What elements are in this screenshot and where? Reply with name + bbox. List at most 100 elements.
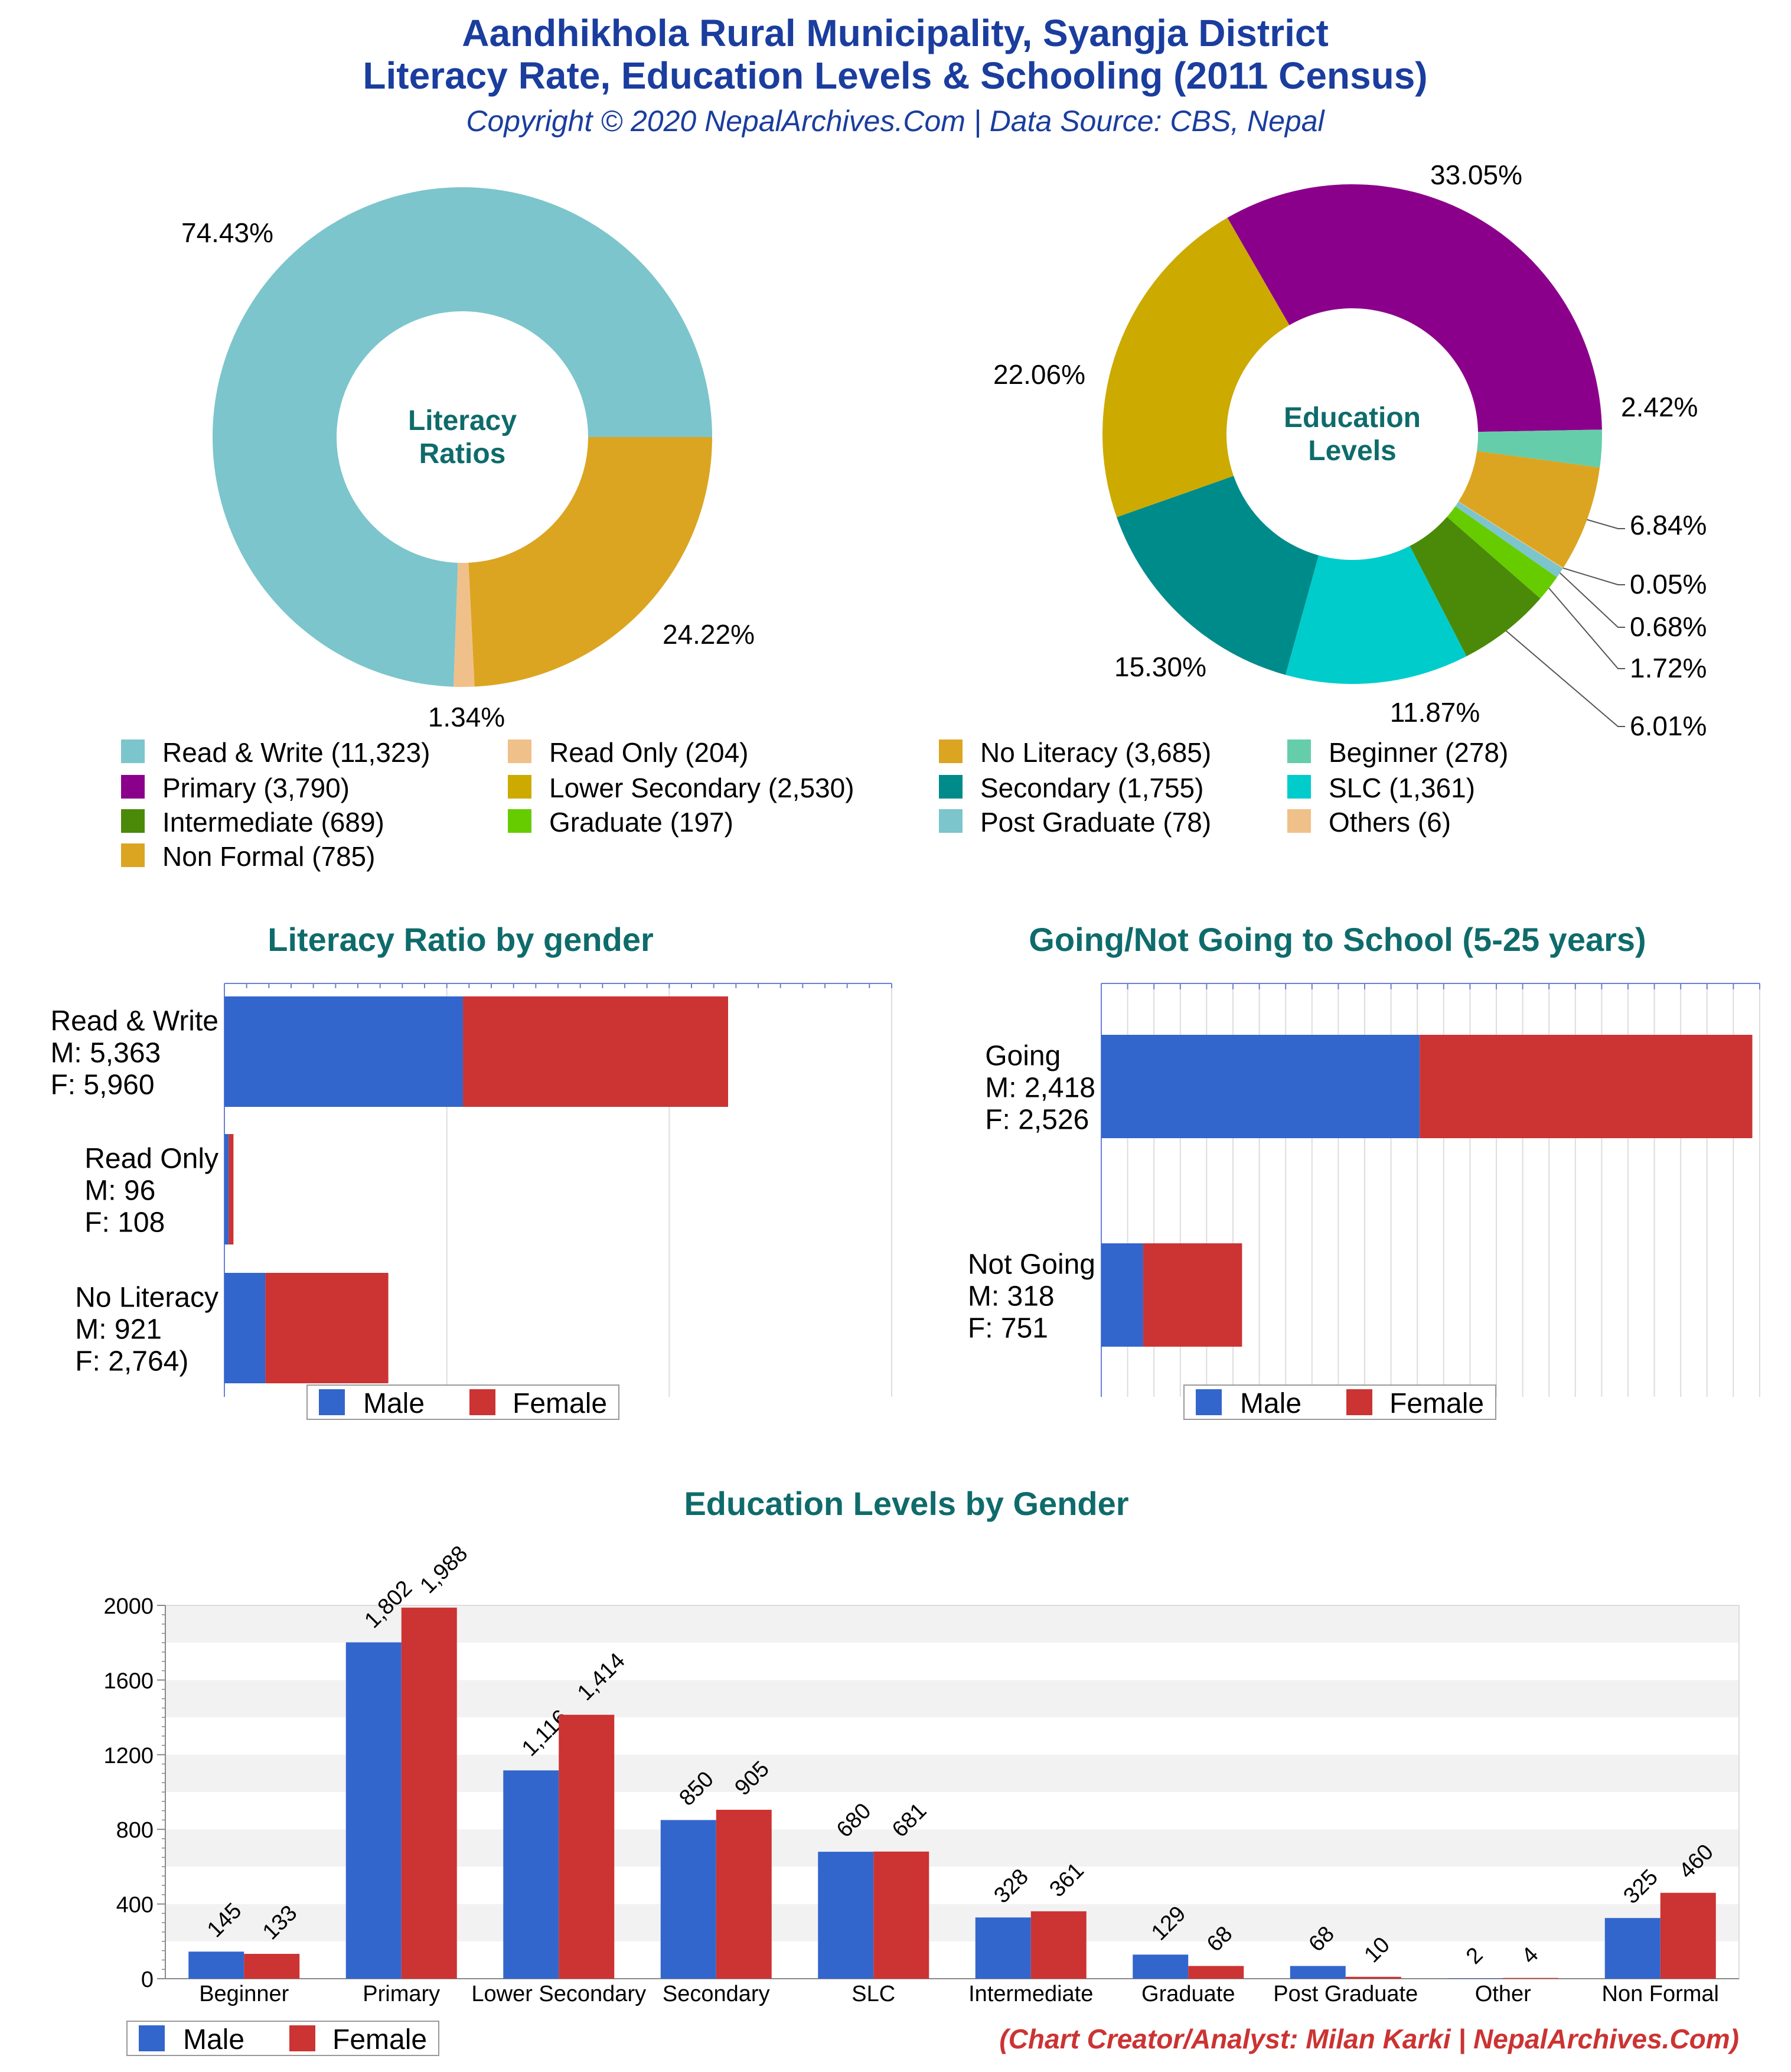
bar-male	[188, 1952, 244, 1979]
bar-female	[559, 1715, 615, 1979]
legend-label-female: Female	[513, 1388, 607, 1419]
leader-line	[1548, 588, 1625, 669]
donut-slice-primary	[1227, 184, 1602, 432]
bar-female	[229, 1134, 234, 1244]
x-tick-label: Post Graduate	[1273, 1982, 1418, 2006]
x-tick-label: Non Formal	[1602, 1982, 1720, 2006]
legend-label-male: Male	[183, 2024, 244, 2055]
legend-box	[306, 1384, 619, 1420]
bar-male	[345, 1642, 402, 1979]
legend-swatch	[939, 739, 963, 763]
slice-label: 6.84%	[1630, 510, 1707, 540]
bar-male	[975, 1917, 1031, 1979]
male-count-label: M: 318	[968, 1281, 1055, 1312]
donut-slice-no-literacy	[468, 437, 712, 687]
page-subtitle: Copyright © 2020 NepalArchives.Com | Dat…	[466, 105, 1325, 138]
leader-line	[1587, 519, 1625, 529]
y-tick-label: 800	[116, 1818, 154, 1843]
y-tick-label: 0	[141, 1967, 154, 1992]
legend-box	[1183, 1384, 1496, 1420]
bar-male	[660, 1820, 716, 1979]
legend-swatch	[121, 809, 145, 833]
donut-center-label: Levels	[1308, 435, 1396, 467]
legend-item-label: Beginner (278)	[1329, 737, 1508, 768]
legend-swatch	[508, 775, 531, 799]
donut-legend: Read & Write (11,323) Read Only (204) No L…	[121, 737, 1508, 872]
page-title-line2: Literacy Rate, Education Levels & School…	[363, 54, 1427, 97]
category-label: Not Going	[968, 1249, 1095, 1281]
male-count-label: M: 921	[75, 1314, 162, 1346]
legend-swatch	[508, 809, 531, 833]
donut-slice-secondary	[1117, 475, 1319, 675]
education-levels-donut: 33.05% 2.42% 6.84% 0.05% 0.68% 1.72% 6.01% 11.8…	[993, 159, 1707, 741]
donut-slice-read-only	[453, 562, 475, 687]
female-count-label: F: 2,764)	[75, 1346, 188, 1377]
slice-label: 2.42%	[1621, 392, 1698, 422]
female-count-label: F: 108	[84, 1207, 165, 1239]
legend-swatch	[1287, 809, 1311, 833]
bar-male	[1447, 1978, 1503, 1979]
slice-label: 1.72%	[1630, 653, 1707, 683]
bar-female	[401, 1607, 457, 1979]
male-count-label: M: 2,418	[985, 1073, 1095, 1104]
bar-male	[818, 1852, 874, 1979]
legend-swatch-male	[319, 1389, 345, 1415]
legend-swatch-female	[1346, 1389, 1372, 1415]
x-tick-label: Beginner	[199, 1982, 289, 2006]
legend-swatch	[939, 775, 963, 799]
bar-male	[1101, 1035, 1420, 1138]
bar-female	[1420, 1035, 1753, 1138]
slice-label: 33.05%	[1430, 159, 1522, 190]
legend-item-label: Read Only (204)	[549, 737, 749, 768]
female-count-label: F: 751	[968, 1313, 1048, 1344]
y-tick-label: 1200	[103, 1744, 154, 1768]
bar-male	[224, 1134, 229, 1244]
legend-swatch-female	[469, 1389, 495, 1415]
bar-female	[265, 1273, 389, 1383]
legend-label-female: Female	[332, 2024, 427, 2055]
legend-swatch-male	[139, 2025, 165, 2051]
bar-male	[1101, 1243, 1143, 1347]
category-label: Going	[985, 1041, 1061, 1072]
x-tick-label: Other	[1475, 1982, 1531, 2006]
donut-slice-read-write	[213, 187, 712, 687]
literacy-gender-title: Literacy Ratio by gender	[267, 921, 654, 958]
legend-label-female: Female	[1389, 1388, 1484, 1419]
bar-female	[873, 1851, 929, 1979]
slice-label: 15.30%	[1114, 651, 1206, 682]
bar-male	[224, 1273, 266, 1383]
education-gender-title: Education Levels by Gender	[684, 1485, 1128, 1522]
legend-swatch-male	[1196, 1389, 1222, 1415]
credit-text: (Chart Creator/Analyst: Milan Karki | Ne…	[999, 2024, 1739, 2054]
category-label: Read Only	[84, 1143, 218, 1175]
category-label: No Literacy	[75, 1282, 218, 1314]
x-tick-label: SLC	[852, 1982, 895, 2006]
school-gender-title: Going/Not Going to School (5-25 years)	[1029, 921, 1646, 958]
slice-label: 1.34%	[428, 702, 505, 732]
donut-slice-non-formal	[1458, 451, 1600, 568]
male-count-label: M: 5,363	[50, 1038, 161, 1069]
slice-label: 11.87%	[1390, 697, 1480, 728]
y-tick-label: 400	[116, 1893, 154, 1918]
donut-slice-beginner	[1477, 429, 1602, 468]
legend-label-male: Male	[363, 1388, 425, 1419]
legend-swatch	[1287, 775, 1311, 799]
leader-line	[1560, 572, 1625, 628]
slice-label: 6.01%	[1630, 711, 1707, 741]
x-tick-label: Secondary	[663, 1982, 770, 2006]
page-title-line1: Aandhikhola Rural Municipality, Syangja …	[462, 12, 1329, 54]
slice-label: 24.22%	[663, 619, 755, 650]
legend-item-label: Others (6)	[1329, 807, 1451, 838]
legend-item-label: Primary (3,790)	[162, 773, 350, 803]
donut-slice-others	[1458, 501, 1564, 569]
legend-swatch	[121, 739, 145, 763]
legend-swatch-female	[289, 2025, 315, 2051]
bar-female	[716, 1810, 772, 1979]
donut-slice-intermediate	[1410, 517, 1541, 657]
leader-line	[1562, 567, 1625, 585]
y-tick-label: 2000	[103, 1594, 154, 1619]
donut-center-label: Ratios	[419, 438, 506, 470]
